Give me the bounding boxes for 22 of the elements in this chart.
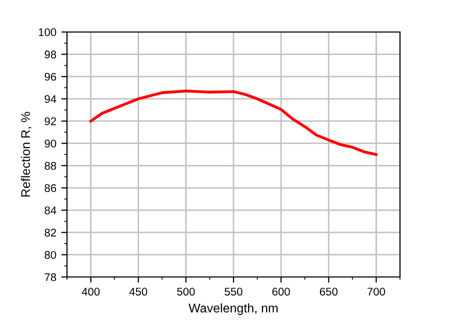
y-tick-label: 100	[38, 28, 56, 36]
y-tick-label: 84	[44, 206, 56, 214]
x-tick-label: 450	[129, 288, 148, 296]
y-tick-label: 98	[44, 50, 56, 58]
y-tick-label: 94	[44, 95, 56, 103]
y-tick-label: 90	[44, 140, 56, 148]
y-tick-label: 96	[44, 72, 56, 81]
y-tick-label: 82	[44, 228, 56, 237]
y-tick-label: 80	[44, 250, 56, 259]
y-tick-label: 78	[44, 273, 56, 282]
x-tick-label: 550	[224, 288, 242, 296]
y-tick-label: 86	[44, 184, 56, 192]
x-axis-title: Wavelength, nm	[188, 303, 278, 315]
line-series	[89, 90, 378, 156]
y-tick-label: 92	[44, 117, 56, 126]
x-tick-label: 650	[320, 288, 338, 296]
x-tick-label: 700	[368, 288, 386, 296]
y-tick-label: 88	[44, 162, 56, 170]
x-tick-label: 600	[272, 288, 290, 296]
y-axis-title: Reflection R, %	[20, 112, 32, 197]
x-tick-label: 400	[82, 288, 100, 296]
x-tick-label: 500	[177, 288, 195, 296]
